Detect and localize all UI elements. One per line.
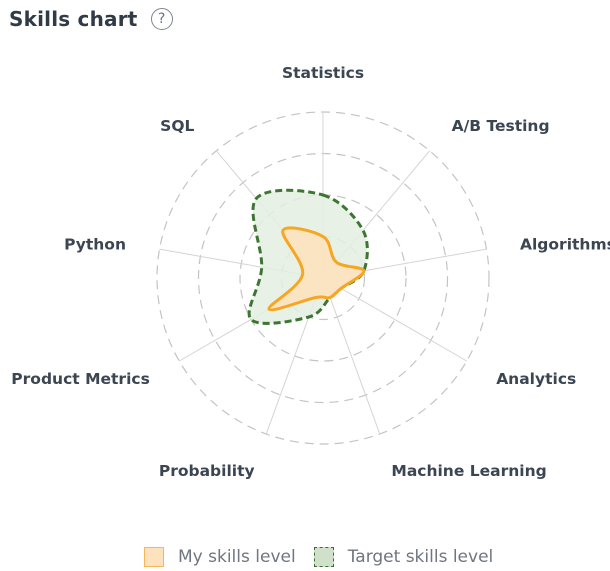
- legend-item-target-skills[interactable]: Target skills level: [313, 547, 494, 567]
- grid-spoke: [322, 277, 468, 362]
- page-title: Skills chart: [9, 7, 138, 31]
- my-skills-swatch: [144, 547, 164, 567]
- axis-label-python: Python: [64, 235, 126, 253]
- my-skills-area: [267, 226, 366, 312]
- radar-series: [247, 188, 369, 325]
- legend-item-my-skills[interactable]: My skills level: [144, 547, 296, 567]
- target-skills-swatch: [313, 547, 334, 567]
- chart-legend: My skills level Target skills level: [144, 547, 511, 567]
- radar-axis-labels: Statistics A/B Testing Algorithms Analytics…: [11, 64, 610, 480]
- axis-label-sql: SQL: [160, 117, 194, 135]
- axis-label-analytics: Analytics: [496, 370, 576, 388]
- axis-label-product-metrics: Product Metrics: [11, 370, 150, 388]
- axis-label-machine-learning: Machine Learning: [391, 462, 546, 480]
- axis-label-a-b-testing: A/B Testing: [452, 117, 550, 135]
- help-icon[interactable]: ?: [150, 8, 173, 30]
- axis-label-algorithms: Algorithms: [520, 235, 610, 253]
- legend-label-my-skills: My skills level: [178, 547, 296, 567]
- chart-header: Skills chart ?: [9, 7, 173, 31]
- axis-label-probability: Probability: [159, 462, 255, 480]
- grid-spoke: [322, 277, 381, 435]
- legend-label-target-skills: Target skills level: [347, 547, 494, 567]
- skills-radar-chart: Statistics A/B Testing Algorithms Analytics…: [11, 64, 610, 480]
- axis-label-statistics: Statistics: [282, 64, 364, 82]
